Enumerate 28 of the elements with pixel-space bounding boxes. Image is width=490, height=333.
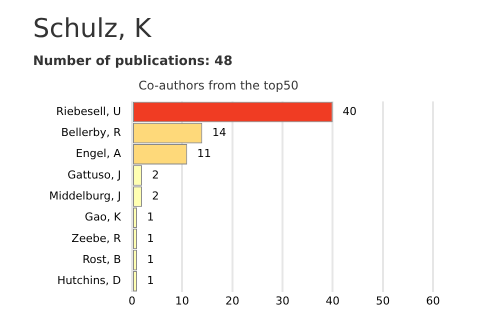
data-label: 11 xyxy=(197,147,212,160)
x-tick-label: 10 xyxy=(175,294,190,308)
y-tick-label: Rost, B xyxy=(82,252,121,266)
x-tick-label: 60 xyxy=(426,294,440,308)
x-tick-label: 50 xyxy=(376,294,390,308)
data-label: 14 xyxy=(212,126,226,139)
y-tick-label: Gattuso, J xyxy=(67,168,121,182)
y-tick-label: Bellerby, R xyxy=(61,126,122,139)
data-label: 1 xyxy=(147,252,154,266)
x-tick-label: 40 xyxy=(326,294,340,308)
y-tick-label: Riebesell, U xyxy=(56,104,121,118)
x-tick-label: 0 xyxy=(128,294,136,308)
data-label: 1 xyxy=(147,210,154,224)
data-label: 1 xyxy=(147,232,154,245)
chart-title: Schulz, K xyxy=(33,14,152,44)
data-label: 1 xyxy=(147,274,154,288)
y-tick-label: Engel, A xyxy=(76,147,122,160)
y-tick-label: Zeebe, R xyxy=(72,232,122,245)
data-label: 40 xyxy=(342,104,357,118)
text: Co-authors from the top50 xyxy=(138,78,299,92)
y-tick-label: Gao, K xyxy=(84,210,122,224)
x-tick-label: 20 xyxy=(225,294,240,308)
x-tick-label: 30 xyxy=(276,294,290,308)
y-tick-label: Middelburg, J xyxy=(49,189,121,202)
y-tick-label: Hutchins, D xyxy=(57,274,121,288)
data-label: 2 xyxy=(152,168,160,182)
chart-subtitle: Number of publications: 48 xyxy=(33,54,233,69)
data-label: 2 xyxy=(152,189,160,202)
